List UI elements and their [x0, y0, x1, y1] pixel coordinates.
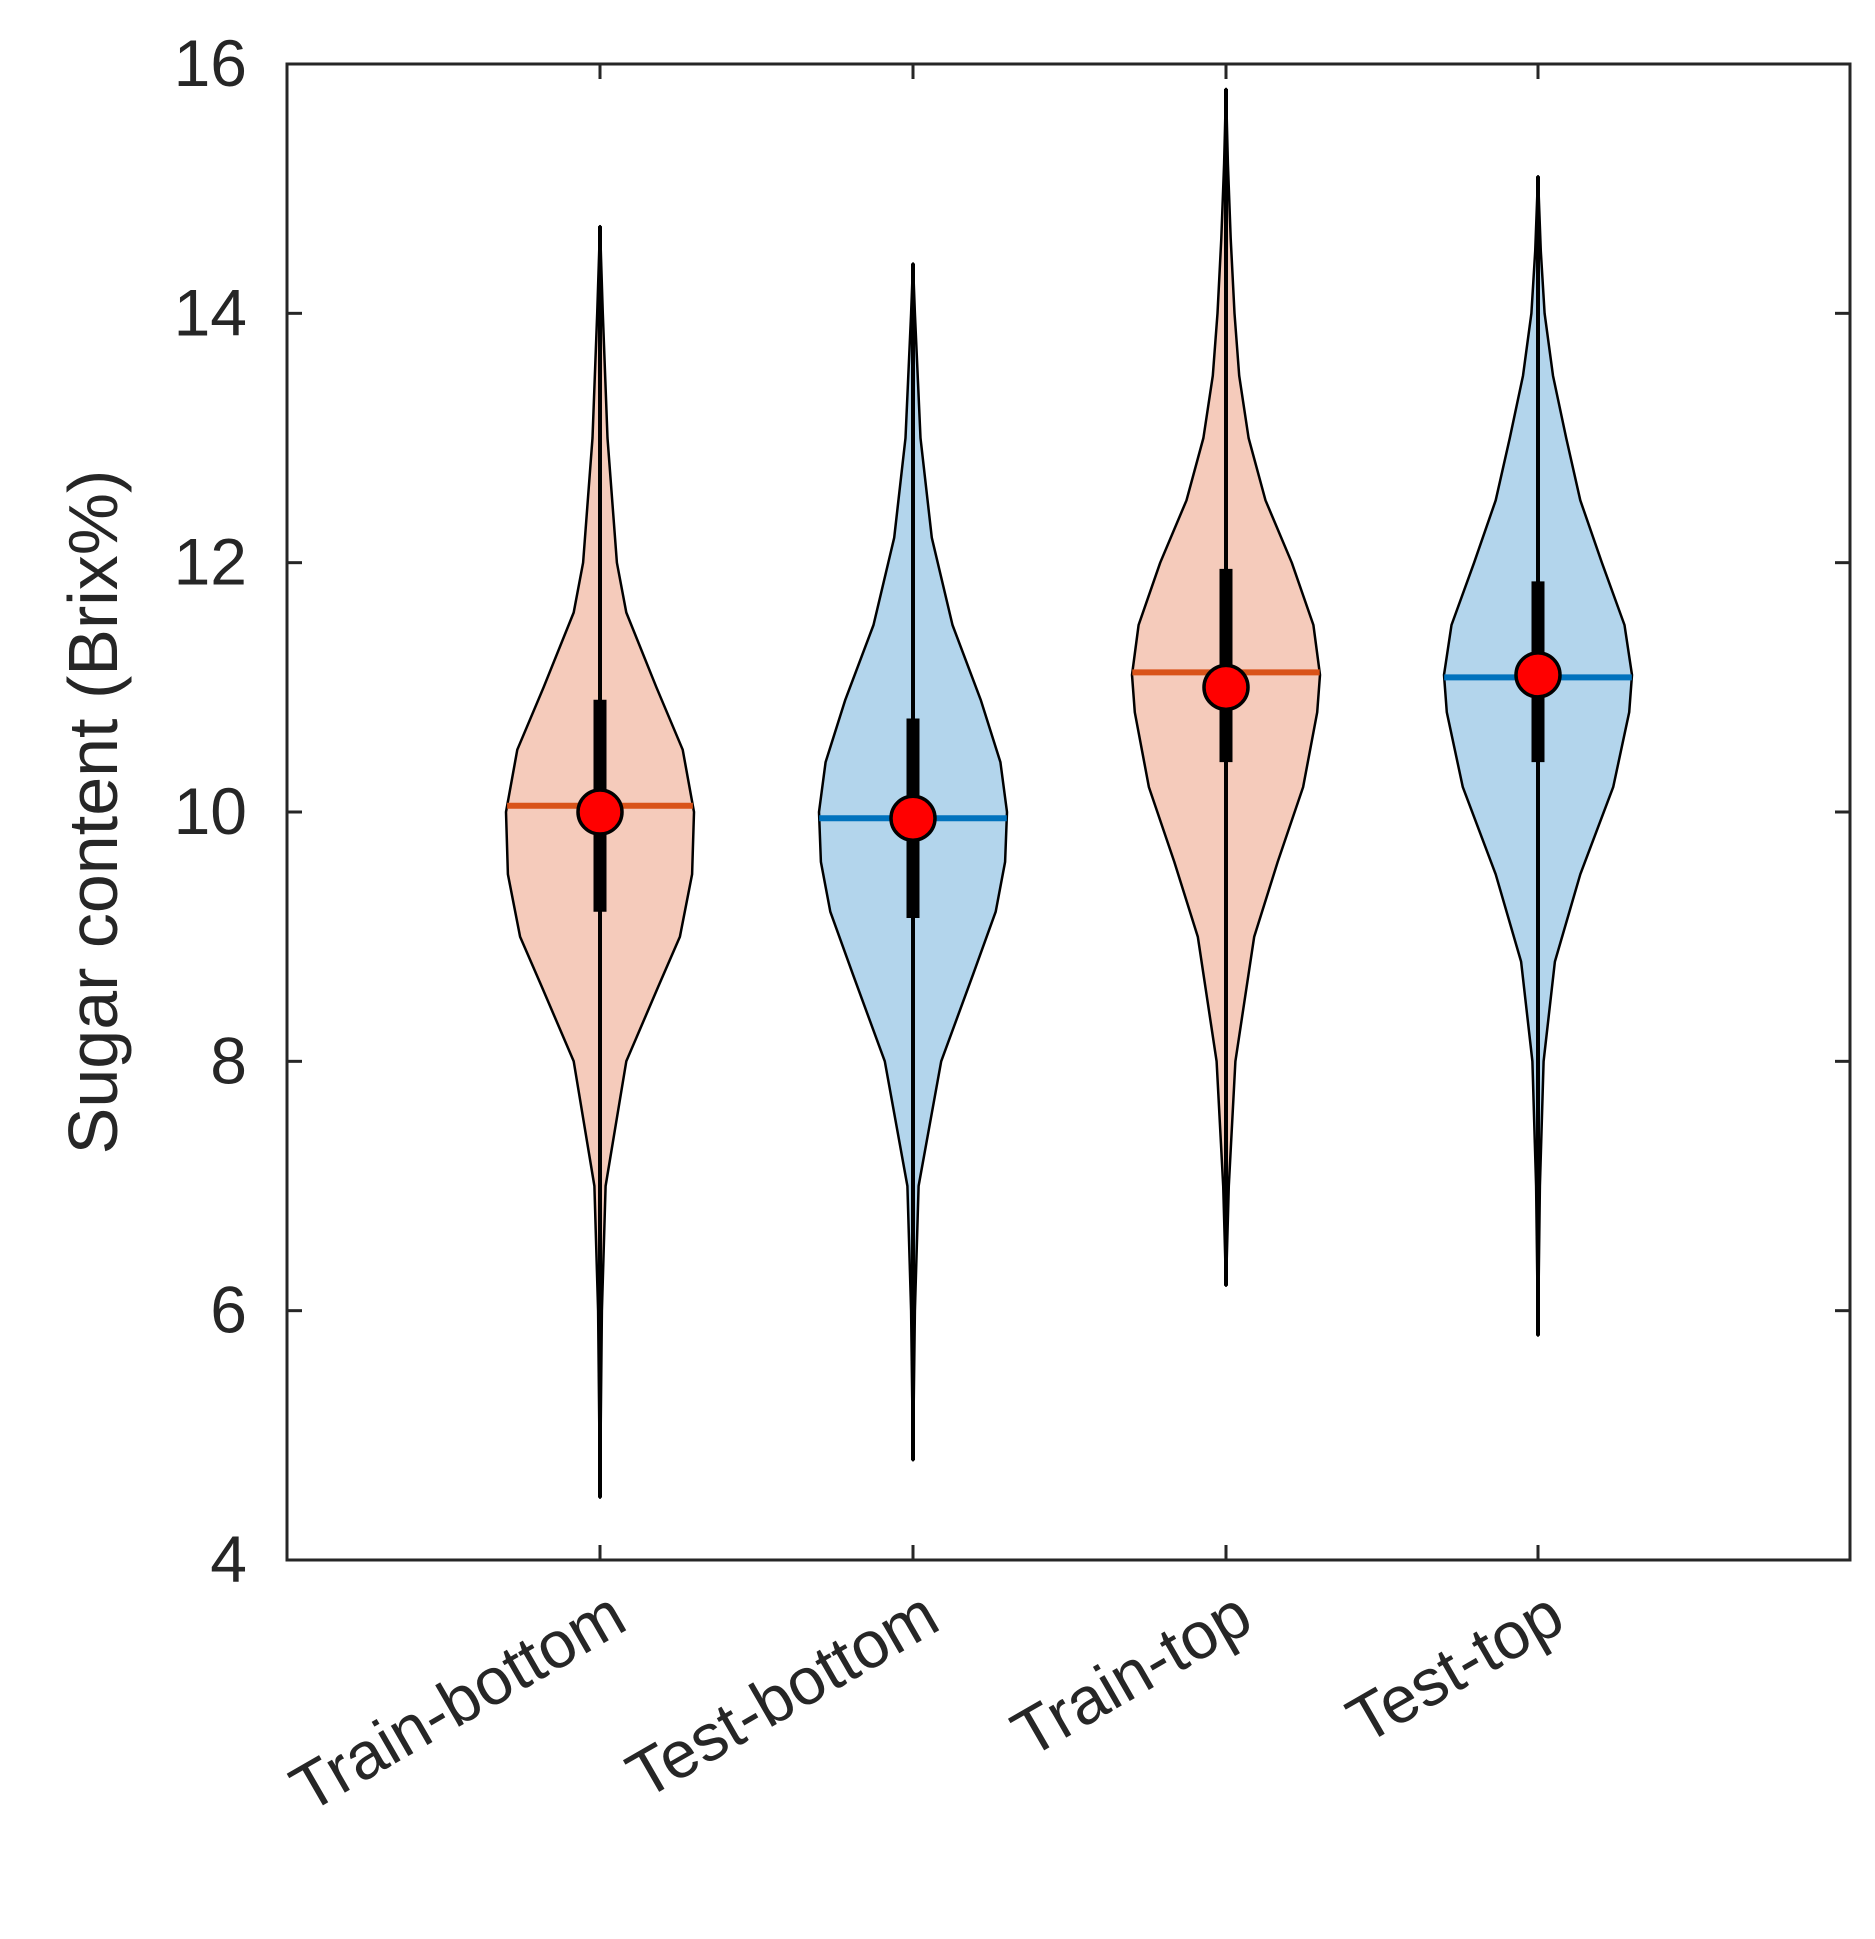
violin-median-marker-test-top	[1514, 651, 1562, 699]
violin-median-marker-train-top	[1202, 663, 1250, 712]
axis-ticks	[287, 62, 1850, 1562]
violin-group-train-bottom	[504, 224, 696, 1499]
y-axis-title: Sugar content (Brix%)	[54, 470, 132, 1155]
x-category-label-train-top: Train-top	[999, 1576, 1263, 1771]
violin-group-train-top	[1130, 87, 1322, 1287]
x-category-label-test-top: Test-top	[1335, 1576, 1575, 1757]
violin-median-marker-train-bottom	[576, 788, 624, 836]
y-tick-label-16: 16	[174, 26, 247, 100]
y-tick-label-12: 12	[174, 525, 247, 599]
y-tick-label-6: 6	[210, 1273, 247, 1347]
y-tick-labels: 4 6 8 10 12 14 16	[174, 26, 247, 1596]
y-tick-label-14: 14	[174, 275, 247, 349]
violin-layer	[504, 87, 1634, 1499]
violin-median-marker-test-bottom	[889, 794, 937, 842]
y-tick-label-8: 8	[210, 1023, 247, 1097]
y-tick-label-10: 10	[174, 774, 247, 848]
violin-group-test-bottom	[817, 262, 1009, 1462]
x-category-label-train-bottom: Train-bottom	[278, 1576, 637, 1826]
x-category-label-test-bottom: Test-bottom	[614, 1576, 950, 1812]
violin-group-test-top	[1442, 174, 1634, 1337]
y-tick-label-4: 4	[210, 1522, 247, 1596]
